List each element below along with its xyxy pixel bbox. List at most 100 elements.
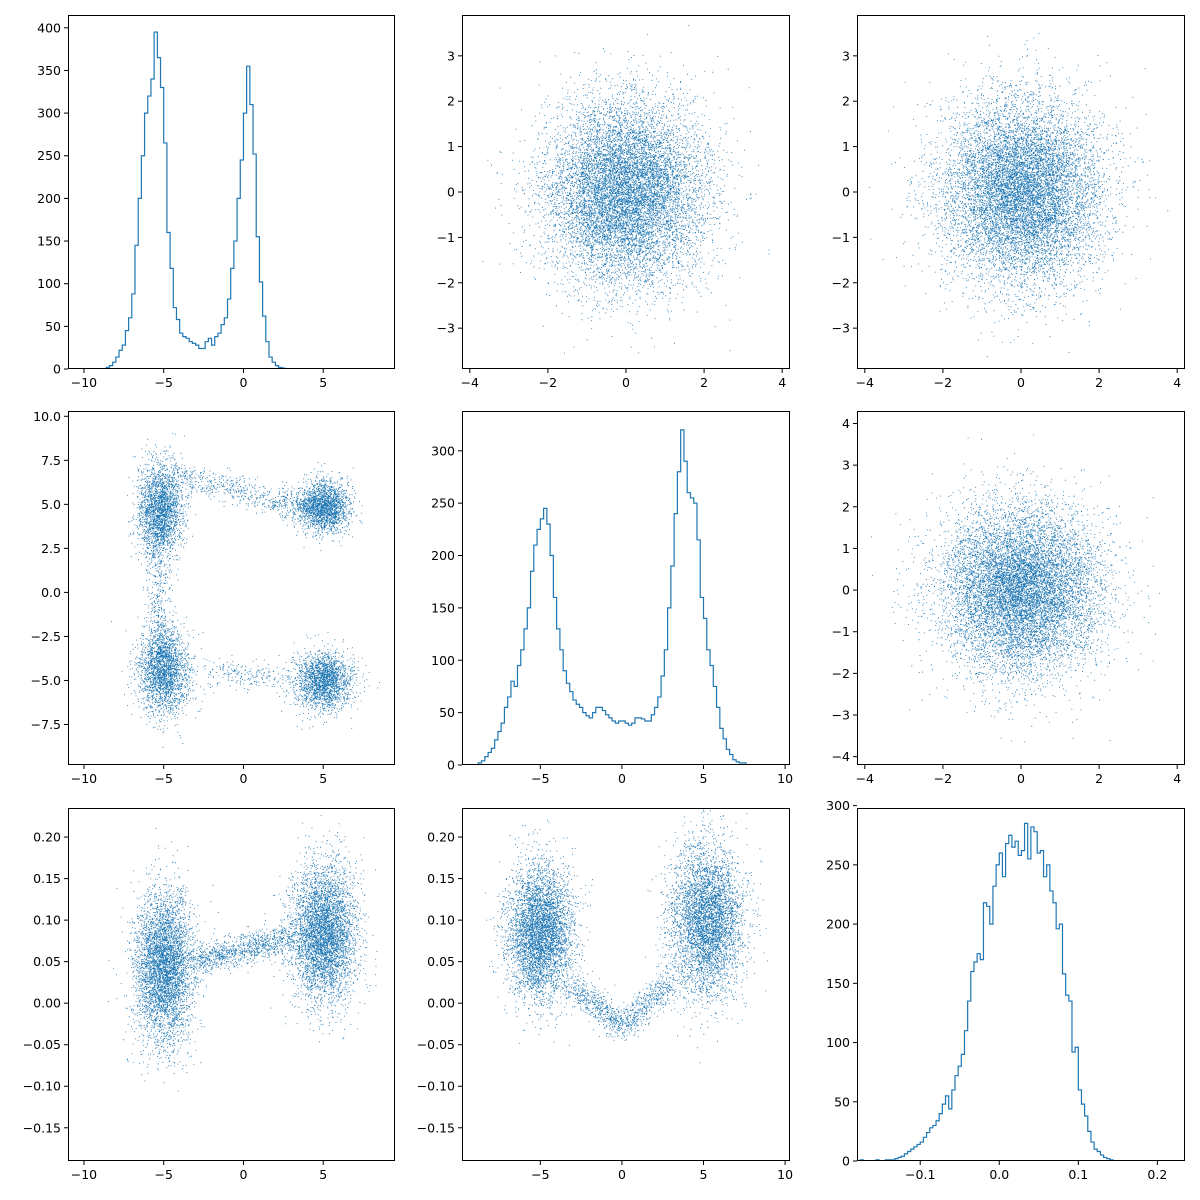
plot-area bbox=[870, 434, 1160, 743]
plot-area bbox=[103, 31, 286, 369]
x-tick-label: −5 bbox=[154, 375, 172, 390]
y-tick-label: 200 bbox=[37, 191, 61, 206]
x-tick-label: −5 bbox=[531, 1167, 549, 1182]
x-tick-label: 0 bbox=[239, 771, 247, 786]
scatter-points bbox=[870, 434, 1160, 743]
x-tick-label: −5 bbox=[154, 771, 172, 786]
y-tick-label: 400 bbox=[37, 20, 61, 35]
plot-area bbox=[477, 429, 747, 765]
scatter-points bbox=[484, 808, 768, 1064]
y-tick-label: 200 bbox=[826, 917, 850, 932]
y-tick-label: 150 bbox=[826, 976, 850, 991]
y-tick-label: 0.05 bbox=[33, 954, 61, 969]
plot-area bbox=[868, 33, 1169, 358]
y-tick-label: 100 bbox=[431, 653, 455, 668]
scatter-points bbox=[868, 33, 1169, 358]
scatter-points bbox=[111, 433, 381, 748]
y-tick-label: 50 bbox=[834, 1094, 850, 1109]
y-tick-label: 0.0 bbox=[41, 585, 61, 600]
y-tick-label: 0 bbox=[842, 1154, 850, 1169]
y-tick-label: −0.05 bbox=[417, 1037, 455, 1052]
y-tick-label: −1 bbox=[437, 230, 455, 245]
y-tick-label: 2 bbox=[842, 94, 850, 109]
y-tick-label: 3 bbox=[842, 48, 850, 63]
y-tick-label: 150 bbox=[37, 234, 61, 249]
axes-frame bbox=[68, 808, 395, 1161]
x-tick-label: −4 bbox=[856, 375, 874, 390]
x-tick-label: 0.1 bbox=[1068, 1167, 1088, 1182]
y-tick-label: 0.20 bbox=[33, 830, 61, 845]
subplot-row3-col3: −0.1 0.0 0.1 0.2 0 50 100 150 200 250 300 bbox=[826, 798, 1185, 1182]
y-tick-label: 1 bbox=[447, 139, 455, 154]
y-tick-label: 100 bbox=[37, 276, 61, 291]
y-tick-label: 2.5 bbox=[41, 541, 61, 556]
x-tick-label: −10 bbox=[71, 1167, 97, 1182]
y-tick-label: −5.0 bbox=[31, 673, 61, 688]
y-tick-label: 300 bbox=[826, 798, 850, 813]
y-tick-label: 350 bbox=[37, 63, 61, 78]
x-tick-label: 5 bbox=[700, 771, 708, 786]
y-tick-label: −2 bbox=[832, 275, 850, 290]
x-tick-label: −2 bbox=[539, 375, 557, 390]
x-tick-label: 0 bbox=[239, 375, 247, 390]
y-tick-label: −4 bbox=[832, 749, 850, 764]
x-tick-label: 0.2 bbox=[1147, 1167, 1167, 1182]
subplot-row2-col3: −4 −2 0 2 4 −4 −3 −2 −1 0 1 2 3 4 bbox=[832, 411, 1185, 786]
x-tick-label: 5 bbox=[700, 1167, 708, 1182]
x-tick-label: 10 bbox=[777, 771, 793, 786]
y-tick-label: −0.15 bbox=[23, 1120, 61, 1135]
x-tick-label: 0.0 bbox=[989, 1167, 1009, 1182]
histogram-step-line bbox=[103, 31, 286, 369]
y-tick-label: −0.15 bbox=[417, 1120, 455, 1135]
x-tick-label: 2 bbox=[700, 375, 708, 390]
x-tick-label: −5 bbox=[154, 1167, 172, 1182]
x-tick-label: −0.1 bbox=[905, 1167, 935, 1182]
plot-area bbox=[108, 808, 378, 1092]
plot-area bbox=[111, 433, 381, 748]
y-tick-label: −2 bbox=[832, 666, 850, 681]
x-tick-label: −10 bbox=[71, 771, 97, 786]
y-tick-label: −2.5 bbox=[31, 629, 61, 644]
x-tick-label: 0 bbox=[239, 1167, 247, 1182]
subplot-row1-col2: −4 −2 0 2 4 −3 −2 −1 0 1 2 3 bbox=[437, 15, 790, 390]
axes-frame bbox=[462, 15, 790, 369]
y-tick-label: 3 bbox=[447, 48, 455, 63]
y-tick-label: −7.5 bbox=[31, 717, 61, 732]
y-tick-label: 0.05 bbox=[427, 954, 455, 969]
y-tick-label: 3 bbox=[842, 458, 850, 473]
y-tick-label: 7.5 bbox=[41, 453, 61, 468]
axes-frame bbox=[857, 808, 1185, 1161]
y-tick-label: 1 bbox=[842, 541, 850, 556]
y-tick-label: 10.0 bbox=[33, 409, 61, 424]
y-tick-label: 250 bbox=[431, 496, 455, 511]
y-tick-label: −2 bbox=[437, 275, 455, 290]
subplot-row1-col3: −4 −2 0 2 4 −3 −2 −1 0 1 2 3 bbox=[832, 15, 1185, 390]
y-tick-label: 0 bbox=[842, 185, 850, 200]
plot-area bbox=[859, 822, 1114, 1161]
y-tick-label: −3 bbox=[832, 708, 850, 723]
x-tick-label: −4 bbox=[461, 375, 479, 390]
histogram-step-line bbox=[477, 429, 747, 765]
y-tick-label: 4 bbox=[842, 416, 850, 431]
x-tick-label: 5 bbox=[319, 1167, 327, 1182]
y-tick-label: 0.00 bbox=[33, 996, 61, 1011]
y-tick-label: −1 bbox=[832, 230, 850, 245]
y-tick-label: 100 bbox=[826, 1035, 850, 1050]
x-tick-label: −2 bbox=[934, 771, 952, 786]
x-tick-label: −10 bbox=[71, 375, 97, 390]
y-tick-label: 5.0 bbox=[41, 497, 61, 512]
y-tick-label: 300 bbox=[37, 106, 61, 121]
y-tick-label: 0.10 bbox=[427, 913, 455, 928]
axes-frame bbox=[462, 808, 790, 1161]
y-tick-label: −3 bbox=[437, 321, 455, 336]
y-tick-label: 0.20 bbox=[427, 830, 455, 845]
x-tick-label: −4 bbox=[856, 771, 874, 786]
y-tick-label: 150 bbox=[431, 600, 455, 615]
y-tick-label: 0 bbox=[447, 758, 455, 773]
y-tick-label: −0.10 bbox=[23, 1079, 61, 1094]
y-tick-label: 1 bbox=[842, 139, 850, 154]
y-tick-label: −3 bbox=[832, 321, 850, 336]
plot-area bbox=[484, 808, 768, 1064]
